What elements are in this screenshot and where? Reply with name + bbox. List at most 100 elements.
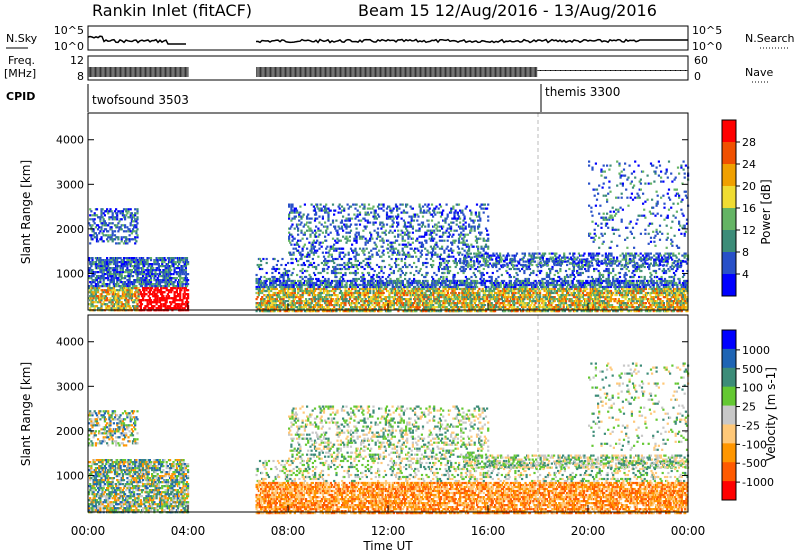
range-cell: [88, 222, 91, 225]
range-cell: [108, 307, 111, 310]
range-cell: [183, 297, 186, 300]
range-cell: [451, 281, 454, 285]
range-cell: [108, 283, 111, 286]
range-cell: [107, 240, 110, 243]
range-cell: [368, 296, 371, 299]
range-cell: [477, 296, 480, 299]
range-cell: [174, 257, 177, 260]
range-cell: [115, 303, 118, 306]
range-cell: [380, 285, 383, 289]
range-cell: [93, 236, 96, 239]
range-cell: [94, 232, 97, 235]
range-cell: [365, 285, 368, 289]
range-cell: [539, 291, 542, 295]
range-cell: [551, 302, 554, 305]
range-cell: [589, 287, 592, 291]
range-cell: [579, 302, 582, 305]
range-cell: [463, 294, 466, 297]
range-cell: [468, 291, 471, 295]
range-cell: [396, 285, 399, 289]
range-cell: [458, 308, 461, 311]
range-cell: [166, 307, 169, 310]
range-cell: [267, 306, 271, 309]
range-cell: [397, 300, 400, 303]
range-cell: [341, 281, 344, 285]
range-cell: [419, 304, 422, 307]
range-cell: [135, 232, 138, 235]
range-cell: [575, 283, 578, 287]
range-cell: [406, 294, 409, 297]
range-cell: [255, 310, 258, 313]
range-cell: [588, 304, 591, 307]
range-cell: [122, 259, 126, 262]
range-cell: [92, 305, 95, 308]
range-cell: [504, 306, 507, 309]
range-cell: [454, 285, 457, 289]
range-cell: [314, 304, 317, 307]
nsearch-label: N.Search: [745, 32, 795, 45]
range-cell: [364, 306, 367, 309]
range-cell: [282, 304, 285, 307]
range-cell: [407, 279, 410, 283]
range-cell: [152, 283, 155, 286]
range-cell: [481, 304, 484, 307]
range-cell: [413, 281, 416, 285]
range-cell: [305, 306, 308, 309]
nsky-trace: [87, 35, 688, 45]
range-cell: [121, 269, 124, 272]
range-cell: [155, 257, 158, 260]
range-cell: [558, 289, 561, 293]
range-cell: [115, 283, 118, 286]
range-cell: [291, 291, 294, 295]
range-cell: [106, 299, 109, 302]
range-cell: [107, 307, 110, 310]
range-cell: [296, 300, 299, 303]
range-cell: [291, 302, 294, 305]
range-cell: [391, 304, 394, 307]
range-cell: [476, 281, 479, 285]
range-cell: [585, 308, 588, 311]
range-cell: [103, 285, 106, 288]
range-cell: [108, 305, 111, 308]
range-cell: [486, 294, 489, 297]
range-cell: [492, 281, 496, 285]
range-cell: [404, 283, 407, 287]
range-cell: [258, 287, 262, 291]
range-cell: [279, 298, 282, 301]
range-cell: [522, 302, 525, 305]
range-cell: [344, 304, 347, 307]
range-cell: [544, 285, 547, 289]
range-cell: [350, 289, 353, 293]
range-cell: [472, 306, 475, 309]
range-cell: [351, 281, 354, 285]
range-cell: [372, 281, 375, 285]
range-cell: [471, 308, 474, 311]
range-cell: [102, 297, 105, 300]
range-cell: [549, 281, 552, 285]
range-cell: [116, 218, 119, 221]
range-cell: [151, 287, 154, 290]
range-cell: [444, 296, 447, 299]
range-cell: [129, 289, 132, 292]
range-cell: [125, 289, 128, 292]
range-cell: [122, 293, 126, 296]
range-cell: [264, 294, 267, 297]
range-cell: [120, 277, 123, 280]
range-cell: [171, 287, 174, 290]
range-cell: [468, 302, 471, 305]
range-cell: [138, 281, 141, 284]
range-cell: [319, 304, 322, 307]
range-cell: [580, 283, 583, 287]
range-cell: [184, 267, 187, 270]
range-cell: [116, 212, 119, 215]
range-cell: [559, 289, 562, 293]
range-cell: [182, 271, 185, 274]
range-cell: [364, 308, 367, 311]
range-cell: [270, 308, 273, 311]
range-cell: [300, 302, 303, 305]
range-cell: [518, 308, 521, 311]
range-cell: [324, 296, 327, 299]
range-cell: [427, 310, 430, 313]
range-cell: [130, 271, 133, 274]
range-cell: [93, 281, 96, 284]
